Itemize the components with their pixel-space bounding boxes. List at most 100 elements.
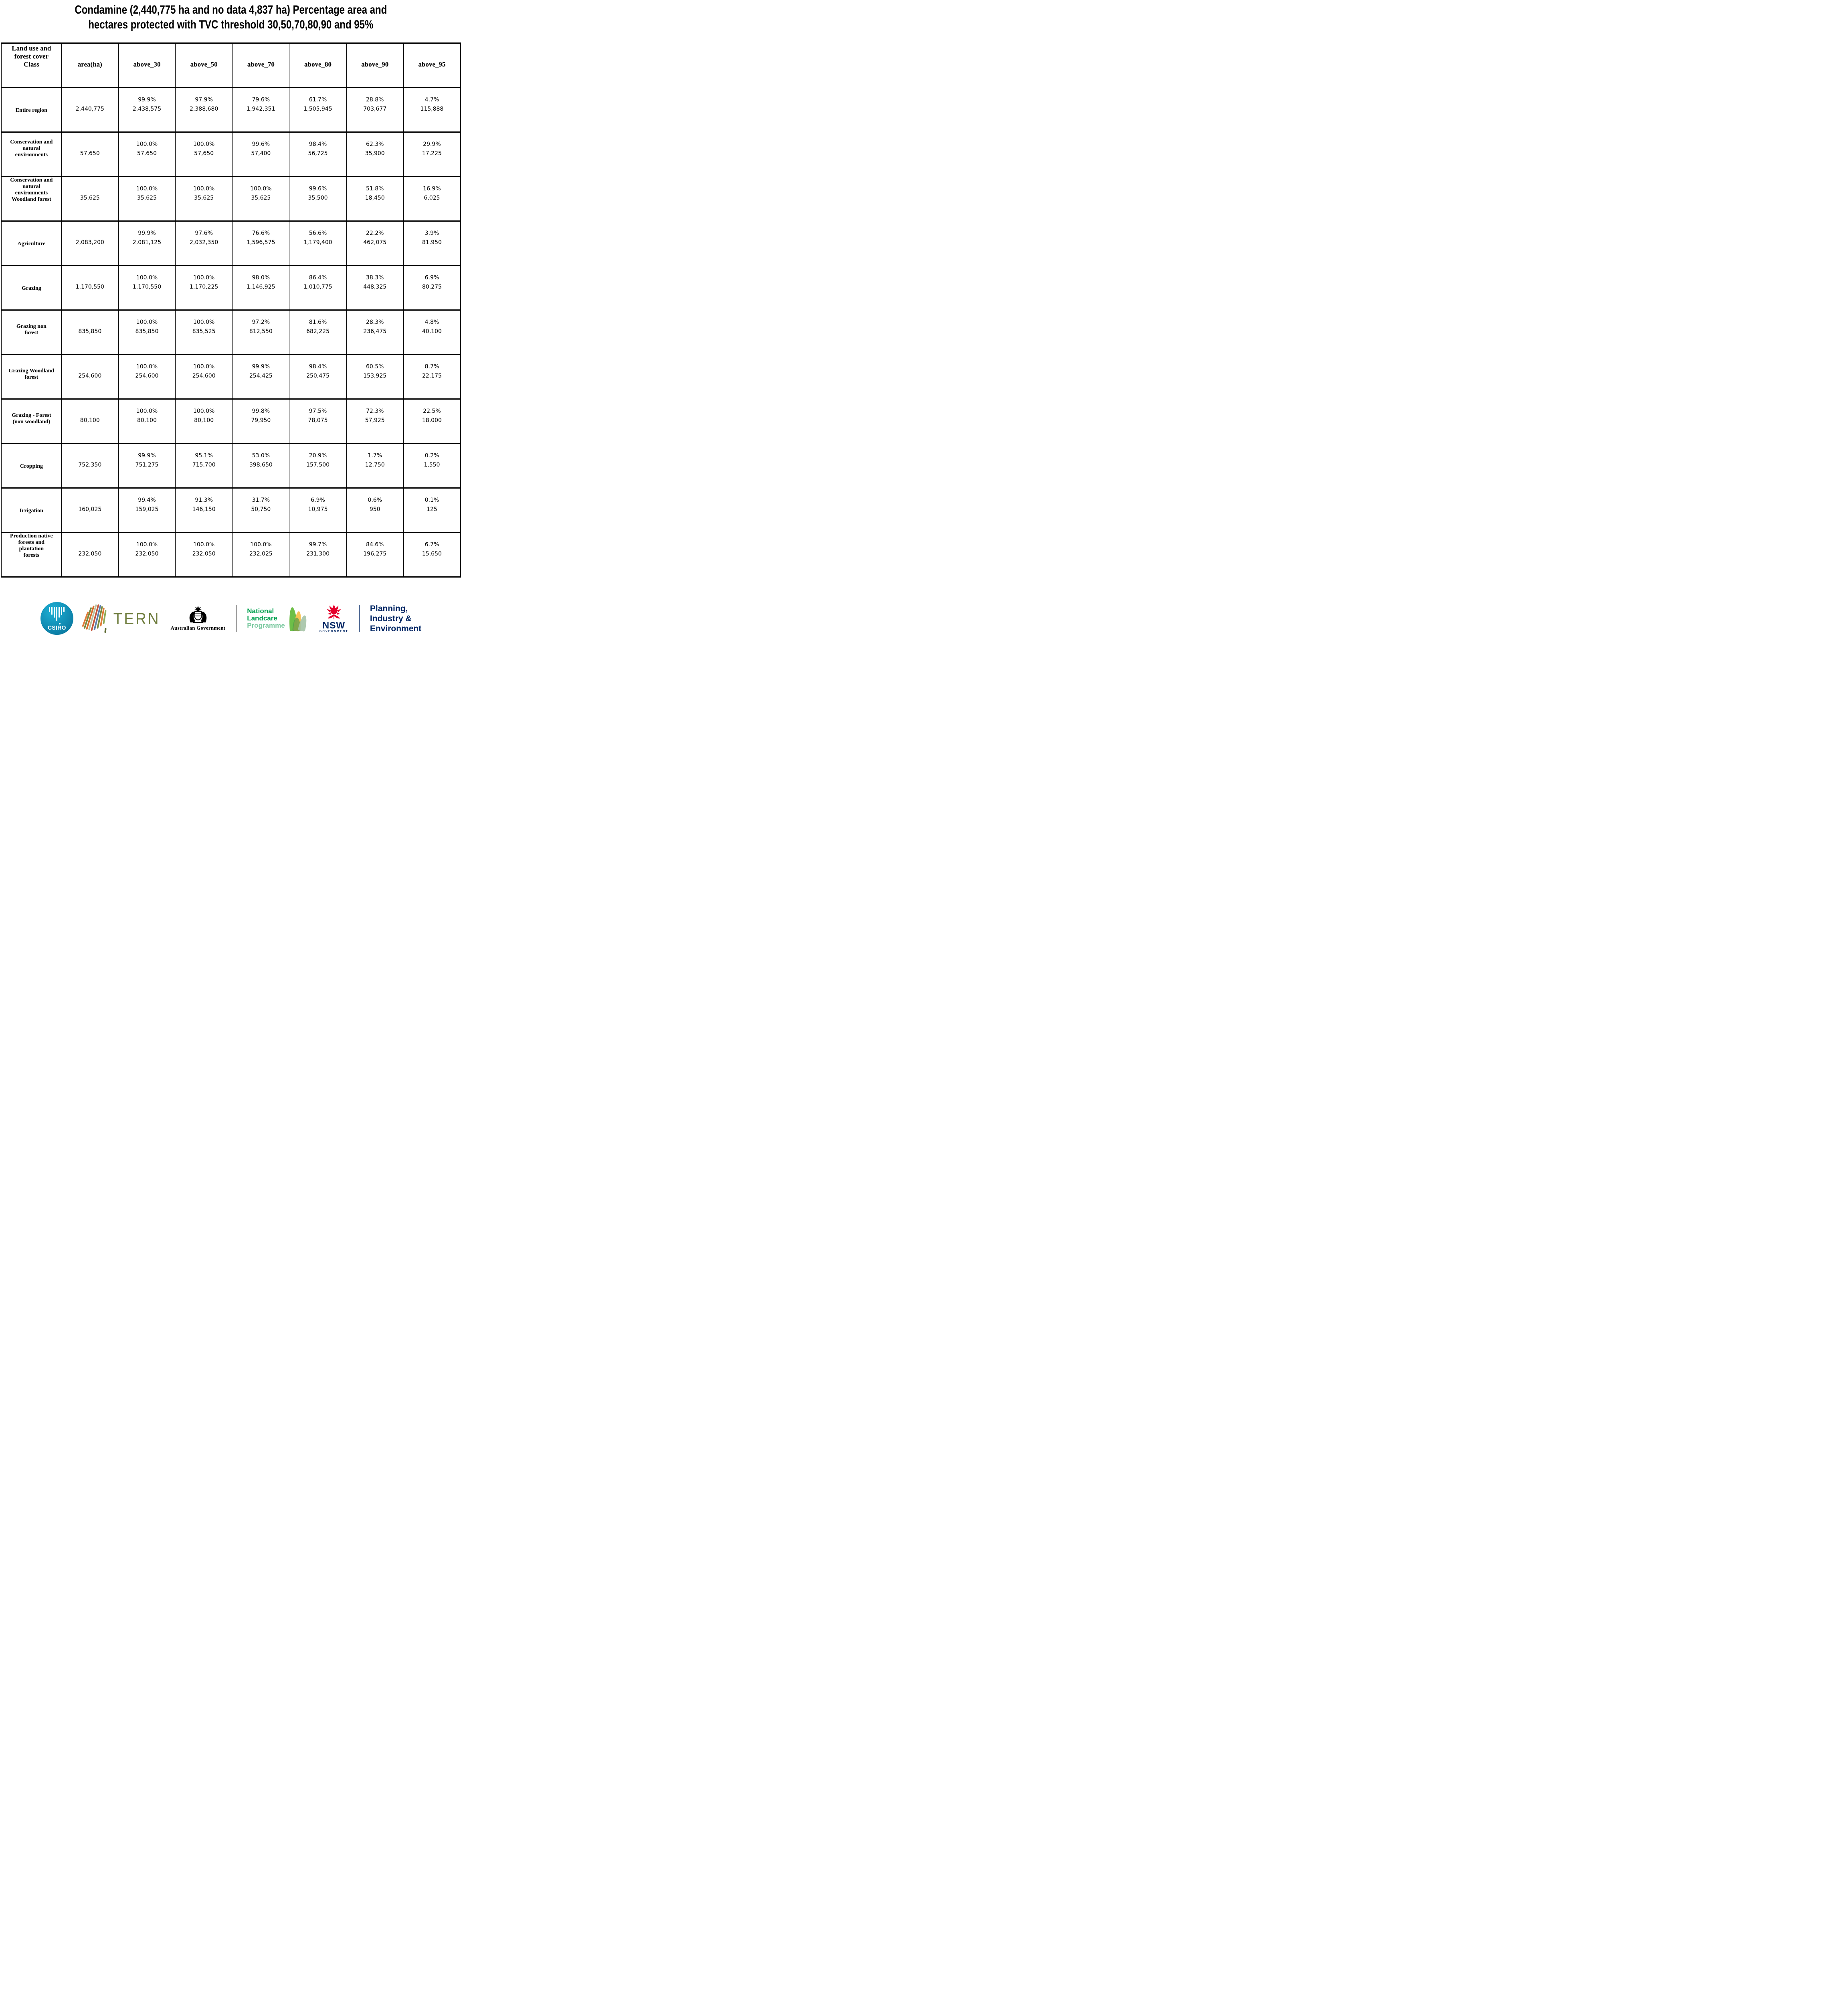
table-row: Agriculture 2,083,200 99.9% 2,081,125 97.… (2, 222, 460, 266)
threshold-cell: 99.4% 159,025 (118, 489, 176, 532)
threshold-cell: 97.2% 812,550 (232, 311, 289, 354)
australian-government-label: Australian Government (170, 625, 226, 631)
column-header-above-30: above_30 (118, 44, 176, 87)
ha-value: 10,975 (308, 506, 328, 513)
csiro-logo: CSIRO (40, 602, 73, 635)
area-cell: 80,100 (61, 400, 118, 443)
row-label: Production native forests and plantation… (10, 533, 53, 558)
ha-value: 1,550 (424, 462, 440, 468)
pct-value: 22.2% (366, 230, 384, 236)
table-header-row: Land use and forest cover Class area(ha)… (2, 44, 460, 88)
pct-value: 100.0% (136, 186, 158, 192)
threshold-cell: 100.0% 35,625 (175, 177, 233, 220)
row-label-cell: Production native forests and plantation… (2, 533, 61, 576)
threshold-cell: 20.9% 157,500 (289, 444, 346, 487)
pct-value: 6.9% (311, 497, 325, 503)
australian-government-crest-icon (189, 606, 207, 623)
area-value: 1,170,550 (75, 284, 104, 290)
area-value: 80,100 (80, 417, 100, 424)
planning-line-1: Planning, (370, 604, 408, 613)
pct-value: 100.0% (136, 275, 158, 281)
table-row: Irrigation 160,025 99.4% 159,025 91.3% 146… (2, 489, 460, 533)
column-header-above-80: above_80 (289, 44, 346, 87)
pct-value: 99.9% (138, 230, 156, 236)
pct-value: 60.5% (366, 364, 384, 370)
ha-value: 12,750 (365, 462, 385, 468)
area-cell: 752,350 (61, 444, 118, 487)
ha-value: 398,650 (249, 462, 273, 468)
csiro-dot-icon (59, 623, 61, 624)
threshold-cell: 22.2% 462,075 (346, 222, 403, 265)
ha-value: 231,300 (306, 551, 330, 557)
threshold-cell: 1.7% 12,750 (346, 444, 403, 487)
pct-value: 81.6% (309, 319, 327, 325)
pct-value: 97.6% (195, 230, 213, 236)
threshold-cell: 100.0% 80,100 (175, 400, 233, 443)
pct-value: 79.6% (252, 97, 270, 103)
area-value: 160,025 (78, 506, 102, 513)
tern-logo: TERN (82, 603, 160, 634)
area-value: 835,850 (78, 328, 102, 335)
area-cell: 2,440,775 (61, 88, 118, 131)
ha-value: 2,438,575 (132, 106, 162, 112)
threshold-cell: 8.7% 22,175 (403, 355, 460, 398)
threshold-cell: 81.6% 682,225 (289, 311, 346, 354)
ha-value: 1,170,550 (132, 284, 162, 290)
area-cell: 1,170,550 (61, 266, 118, 309)
threshold-cell: 38.3% 448,325 (346, 266, 403, 309)
threshold-cell: 100.0% 835,850 (118, 311, 176, 354)
ha-value: 125 (427, 506, 437, 513)
threshold-cell: 100.0% 254,600 (175, 355, 233, 398)
threshold-cell: 6.9% 10,975 (289, 489, 346, 532)
threshold-cell: 99.6% 57,400 (232, 133, 289, 176)
area-value: 35,625 (80, 195, 100, 201)
australian-government-logo: Australian Government (170, 606, 225, 631)
ha-value: 159,025 (135, 506, 159, 513)
landcare-line-1: National (247, 607, 274, 615)
table-row: Grazing non forest 835,850 100.0% 835,850… (2, 311, 460, 355)
threshold-cell: 84.6% 196,275 (346, 533, 403, 576)
ha-value: 1,179,400 (303, 239, 332, 246)
page-title-text: Condamine (2,440,775 ha and no data 4,83… (75, 3, 387, 31)
pct-value: 0.2% (425, 453, 439, 459)
ha-value: 236,475 (363, 328, 387, 335)
row-label: Conservation and natural environments (10, 139, 53, 158)
threshold-cell: 99.7% 231,300 (289, 533, 346, 576)
pct-value: 53.0% (252, 453, 270, 459)
ha-value: 18,000 (422, 417, 442, 424)
threshold-cell: 91.3% 146,150 (175, 489, 233, 532)
pct-value: 100.0% (193, 319, 215, 325)
pct-value: 28.3% (366, 319, 384, 325)
pct-value: 99.9% (252, 364, 270, 370)
ha-value: 78,075 (308, 417, 328, 424)
pct-value: 100.0% (250, 541, 272, 548)
pct-value: 100.0% (193, 364, 215, 370)
threshold-cell: 100.0% 835,525 (175, 311, 233, 354)
threshold-cell: 28.3% 236,475 (346, 311, 403, 354)
threshold-cell: 72.3% 57,925 (346, 400, 403, 443)
planning-line-3: Environment (370, 624, 422, 633)
row-label-cell: Grazing Woodland forest (2, 355, 61, 398)
table-body: Entire region 2,440,775 99.9% 2,438,575 9… (2, 88, 460, 576)
pct-value: 100.0% (136, 319, 158, 325)
area-cell: 57,650 (61, 133, 118, 176)
pct-value: 100.0% (136, 541, 158, 548)
area-value: 2,440,775 (75, 106, 104, 112)
ha-value: 17,225 (422, 150, 442, 157)
ha-value: 950 (369, 506, 380, 513)
threshold-cell: 0.6% 950 (346, 489, 403, 532)
column-header-above-90: above_90 (346, 44, 403, 87)
pct-value: 100.0% (193, 408, 215, 414)
pct-value: 51.8% (366, 186, 384, 192)
ha-value: 6,025 (424, 195, 440, 201)
threshold-cell: 100.0% 80,100 (118, 400, 176, 443)
ha-value: 232,050 (192, 551, 216, 557)
csiro-label: CSIRO (47, 624, 66, 631)
nsw-label: NSW (322, 620, 346, 630)
threshold-cell: 100.0% 232,050 (175, 533, 233, 576)
ha-value: 157,500 (306, 462, 330, 468)
ha-value: 250,475 (306, 373, 330, 379)
tern-label: TERN (113, 609, 160, 628)
threshold-cell: 100.0% 232,050 (118, 533, 176, 576)
row-label-cell: Grazing (2, 266, 61, 309)
